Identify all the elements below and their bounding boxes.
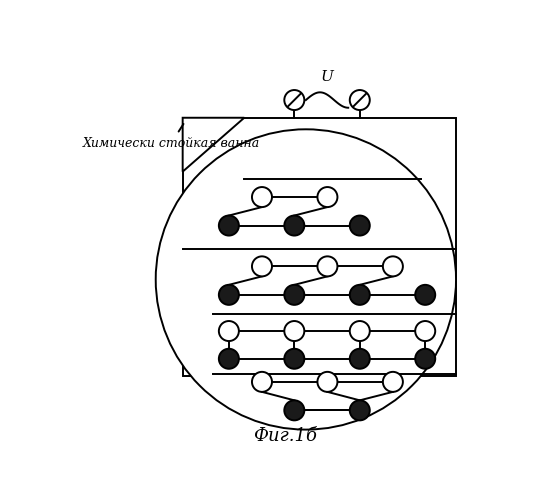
Circle shape	[284, 321, 304, 341]
Circle shape	[252, 372, 272, 392]
Circle shape	[219, 216, 239, 236]
Circle shape	[350, 216, 370, 236]
Circle shape	[284, 400, 304, 420]
Text: Фиг.1б: Фиг.1б	[253, 427, 317, 445]
Circle shape	[383, 372, 403, 392]
Circle shape	[415, 285, 435, 305]
Circle shape	[284, 285, 304, 305]
Circle shape	[219, 285, 239, 305]
Polygon shape	[183, 118, 245, 172]
Circle shape	[350, 90, 370, 110]
Circle shape	[350, 349, 370, 369]
Circle shape	[219, 321, 239, 341]
Circle shape	[284, 90, 304, 110]
Circle shape	[415, 349, 435, 369]
Circle shape	[350, 400, 370, 420]
Circle shape	[317, 256, 338, 276]
Circle shape	[415, 321, 435, 341]
Circle shape	[252, 256, 272, 276]
Circle shape	[350, 285, 370, 305]
Circle shape	[284, 349, 304, 369]
Circle shape	[219, 349, 239, 369]
Circle shape	[317, 187, 338, 207]
Circle shape	[350, 321, 370, 341]
Circle shape	[156, 130, 456, 430]
Circle shape	[284, 216, 304, 236]
Circle shape	[252, 187, 272, 207]
Text: U: U	[321, 70, 334, 84]
Bar	[183, 118, 456, 376]
Text: Химически стойкая ванна: Химически стойкая ванна	[82, 124, 260, 150]
Circle shape	[383, 256, 403, 276]
Circle shape	[317, 372, 338, 392]
